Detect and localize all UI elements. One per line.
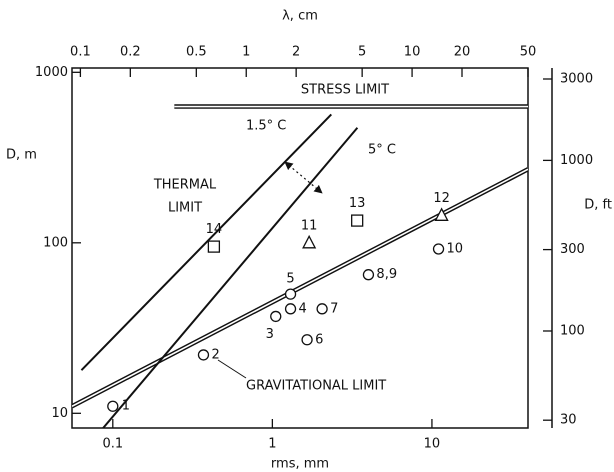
y-axis-label: D, m (6, 148, 37, 163)
series-label: STRESS LIMIT (301, 83, 389, 98)
point (351, 214, 364, 227)
series-label: 5° C (368, 143, 396, 158)
x2-tick-label: 0.5 (186, 45, 207, 60)
y2-tick-label: 30 (560, 413, 577, 428)
annotation: THERMAL (153, 178, 217, 193)
point (270, 310, 282, 323)
point (284, 303, 297, 315)
x2-tick-label: 2 (292, 45, 300, 60)
x2-tick-label: 1 (242, 45, 250, 60)
y-tick-label: 1000 (35, 65, 68, 80)
x-tick-label: 10 (424, 437, 441, 452)
point-label: 3 (266, 327, 274, 342)
point-label: 12 (433, 191, 450, 206)
x2-tick-label: 5 (358, 45, 366, 60)
limit-line (80, 113, 332, 371)
x2-tick-label: 20 (454, 45, 471, 60)
leader-line (217, 359, 247, 379)
x2-tick-label: 0.1 (70, 45, 91, 60)
point (432, 243, 445, 255)
thermal-arrow (284, 161, 323, 194)
series-label: GRAVITATIONAL LIMIT (246, 379, 386, 394)
point-label: 2 (211, 347, 219, 362)
plot-frame (71, 67, 529, 429)
point (302, 234, 317, 249)
point (207, 240, 221, 253)
point-label: 6 (315, 332, 323, 347)
point-label: 13 (349, 196, 366, 211)
x-tick-label: 0.1 (102, 437, 123, 452)
point-label: 4 (299, 301, 307, 316)
y2-tick-label: 1000 (560, 153, 593, 168)
point-label: 7 (330, 301, 338, 316)
y2-tick-label: 3000 (560, 71, 593, 86)
x-tick-label: 1 (268, 437, 276, 452)
x2-tick-label: 10 (404, 45, 421, 60)
limit-line (102, 127, 359, 428)
annotation: LIMIT (168, 201, 202, 216)
point-label: 10 (447, 241, 464, 256)
point-label: 14 (206, 222, 223, 237)
x-axis-label: rms, mm (271, 457, 329, 472)
point-label: 8,9 (376, 267, 397, 282)
point-label: 5 (286, 272, 294, 287)
limit-line-inner (72, 168, 528, 407)
point (362, 269, 375, 281)
y2-tick-label: 300 (560, 242, 585, 257)
point (316, 303, 328, 315)
x2-tick-label: 50 (520, 45, 537, 60)
y2-axis-label: D, ft (584, 198, 612, 213)
y-tick-label: 100 (43, 235, 68, 250)
plot-area (72, 104, 528, 428)
point-label: 11 (301, 218, 318, 233)
point-label: 1 (122, 399, 130, 414)
point (434, 207, 449, 221)
point (284, 288, 297, 300)
point (301, 334, 313, 346)
x2-tick-label: 0.2 (120, 45, 141, 60)
x2-axis-label: λ, cm (282, 9, 318, 24)
series-label: 1.5° C (246, 119, 286, 134)
y-tick-label: 10 (51, 406, 68, 421)
point (107, 400, 119, 412)
y2-tick-label: 100 (560, 323, 585, 338)
point (197, 349, 210, 361)
